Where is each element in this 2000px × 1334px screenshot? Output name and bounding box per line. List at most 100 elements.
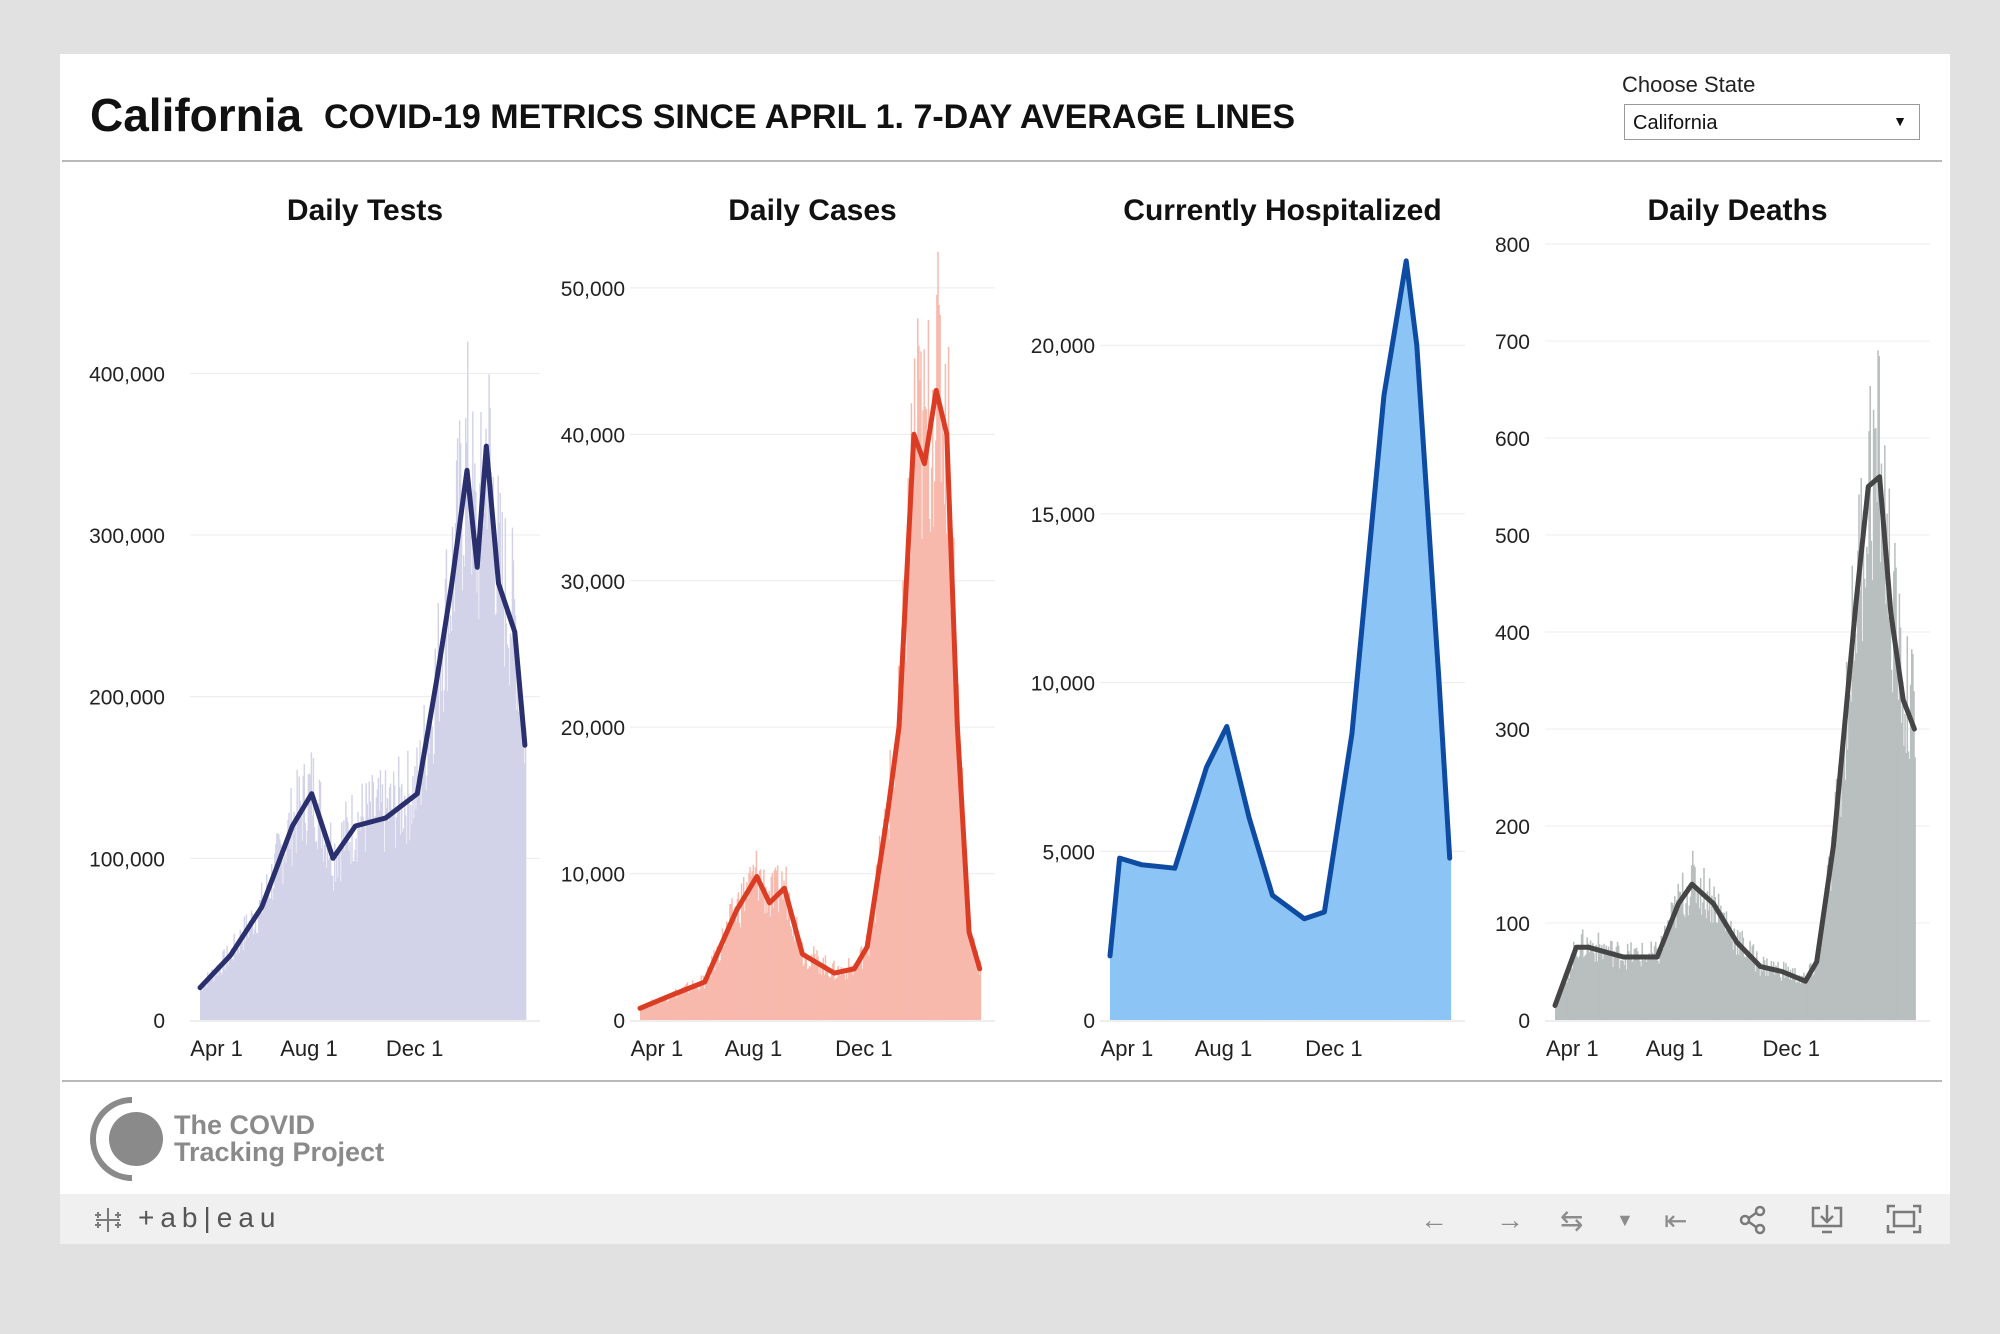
daily-bar bbox=[323, 844, 326, 1020]
daily-bar bbox=[665, 998, 667, 1020]
daily-bar bbox=[374, 816, 377, 1020]
daily-bar bbox=[1827, 856, 1830, 1020]
daily-bar bbox=[213, 981, 215, 1020]
daily-bar bbox=[648, 1007, 650, 1020]
daily-bar bbox=[1187, 827, 1189, 1020]
daily-bar bbox=[1285, 904, 1287, 1020]
download-icon[interactable] bbox=[1810, 1202, 1844, 1236]
revert-icon[interactable]: ⇆ bbox=[1560, 1205, 1584, 1236]
daily-bar bbox=[964, 850, 967, 1020]
daily-bar bbox=[1123, 859, 1126, 1020]
redo-icon[interactable]: → bbox=[1496, 1204, 1524, 1235]
daily-bar bbox=[1112, 934, 1114, 1020]
daily-bar bbox=[400, 834, 402, 1020]
daily-bar bbox=[490, 472, 492, 1020]
daily-bar bbox=[1745, 954, 1748, 1020]
daily-bar bbox=[462, 555, 465, 1020]
y-tick-label: 700 bbox=[1495, 331, 1530, 354]
daily-bar bbox=[1626, 943, 1629, 1020]
daily-bar bbox=[640, 1010, 642, 1020]
daily-bar bbox=[456, 438, 459, 1020]
daily-bar bbox=[1210, 758, 1213, 1020]
daily-bar bbox=[337, 877, 339, 1020]
daily-bar bbox=[1395, 325, 1398, 1020]
daily-bar bbox=[395, 817, 398, 1020]
daily-bar bbox=[1438, 666, 1440, 1020]
daily-bar bbox=[1273, 895, 1275, 1020]
daily-bar bbox=[1229, 739, 1232, 1020]
daily-bar bbox=[916, 437, 918, 1021]
daily-bar bbox=[1439, 682, 1441, 1020]
daily-bar bbox=[818, 973, 820, 1020]
daily-bar bbox=[963, 823, 966, 1020]
daily-bar bbox=[282, 884, 284, 1020]
daily-bar bbox=[1152, 865, 1154, 1020]
daily-bar bbox=[1814, 965, 1816, 1020]
daily-bar bbox=[353, 861, 355, 1020]
y-tick-label: 400,000 bbox=[89, 363, 165, 386]
daily-bar bbox=[1714, 897, 1716, 1020]
daily-bar bbox=[1309, 917, 1312, 1020]
daily-bar bbox=[1306, 918, 1308, 1020]
daily-bar bbox=[1292, 910, 1295, 1020]
daily-bar bbox=[1786, 976, 1788, 1020]
daily-bar bbox=[893, 787, 896, 1020]
daily-bar bbox=[235, 954, 237, 1020]
daily-bar bbox=[718, 962, 721, 1020]
daily-bar bbox=[1360, 643, 1362, 1020]
share-icon[interactable] bbox=[1738, 1204, 1768, 1236]
daily-bar bbox=[363, 825, 365, 1020]
daily-bar bbox=[1674, 896, 1676, 1020]
daily-bar bbox=[1762, 956, 1765, 1020]
daily-bar bbox=[673, 992, 676, 1020]
daily-bar bbox=[406, 843, 408, 1020]
daily-bar bbox=[1149, 865, 1151, 1020]
daily-bar bbox=[1850, 701, 1852, 1020]
reset-icon[interactable]: ⇤ bbox=[1664, 1205, 1688, 1236]
daily-bar bbox=[796, 917, 798, 1020]
daily-bar bbox=[803, 963, 805, 1020]
daily-bar bbox=[428, 753, 430, 1020]
daily-bar bbox=[1135, 862, 1137, 1020]
daily-bar bbox=[912, 454, 915, 1020]
daily-bar bbox=[645, 1006, 647, 1020]
daily-bar bbox=[1429, 538, 1431, 1020]
daily-bar bbox=[1588, 952, 1591, 1020]
daily-bar bbox=[476, 592, 478, 1020]
fullscreen-icon[interactable] bbox=[1886, 1204, 1922, 1234]
state-select[interactable]: California ▼ bbox=[1624, 104, 1920, 140]
daily-bar bbox=[855, 961, 857, 1020]
daily-bar bbox=[464, 566, 466, 1020]
daily-bar bbox=[1756, 951, 1758, 1020]
daily-bar bbox=[1861, 641, 1864, 1020]
daily-bar bbox=[230, 948, 232, 1020]
daily-bar bbox=[1233, 752, 1235, 1020]
daily-bar bbox=[1835, 778, 1838, 1020]
daily-bar bbox=[290, 787, 292, 1020]
undo-icon[interactable]: ← bbox=[1420, 1204, 1448, 1235]
daily-bar bbox=[787, 904, 790, 1020]
daily-bar bbox=[1176, 861, 1179, 1020]
daily-bar bbox=[741, 904, 744, 1020]
daily-bar bbox=[1246, 808, 1249, 1020]
daily-bar bbox=[1277, 899, 1280, 1020]
daily-bar bbox=[1248, 813, 1250, 1020]
daily-bar bbox=[319, 782, 322, 1020]
daily-bar bbox=[1249, 817, 1251, 1020]
daily-bar bbox=[1760, 970, 1763, 1020]
daily-bar bbox=[1878, 356, 1880, 1020]
daily-bar bbox=[430, 707, 432, 1020]
daily-bar bbox=[413, 818, 415, 1020]
daily-bar bbox=[1595, 944, 1597, 1020]
dropdown-caret-icon[interactable]: ▼ bbox=[1616, 1210, 1634, 1230]
daily-bar bbox=[201, 984, 203, 1020]
daily-bar bbox=[497, 475, 499, 1020]
daily-bar bbox=[1830, 890, 1832, 1020]
daily-bar bbox=[297, 816, 299, 1020]
daily-bar bbox=[723, 945, 726, 1020]
daily-bar bbox=[447, 592, 450, 1020]
daily-bar bbox=[1862, 510, 1865, 1020]
daily-bar bbox=[1675, 928, 1677, 1020]
daily-bar bbox=[1194, 804, 1197, 1020]
daily-bar bbox=[1599, 951, 1602, 1020]
